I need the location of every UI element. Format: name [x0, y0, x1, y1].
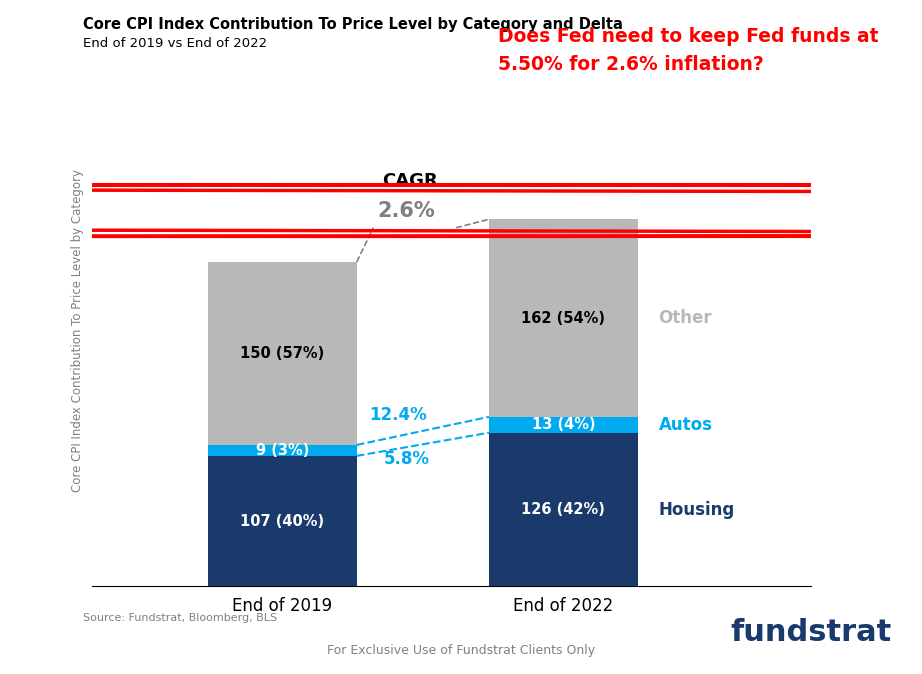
Bar — [208, 262, 357, 445]
Text: 9 (3%): 9 (3%) — [255, 443, 309, 458]
Text: For Exclusive Use of Fundstrat Clients Only: For Exclusive Use of Fundstrat Clients O… — [327, 644, 595, 657]
Text: End of 2019 vs End of 2022: End of 2019 vs End of 2022 — [83, 37, 267, 50]
Text: Housing: Housing — [658, 501, 735, 518]
Bar — [489, 417, 638, 433]
Text: fundstrat: fundstrat — [731, 618, 892, 647]
Text: Autos: Autos — [658, 416, 713, 434]
Text: 12.4%: 12.4% — [369, 406, 427, 423]
Text: Other: Other — [658, 309, 712, 327]
Y-axis label: Core CPI Index Contribution To Price Level by Category: Core CPI Index Contribution To Price Lev… — [71, 168, 84, 492]
Text: Does Fed need to keep Fed funds at: Does Fed need to keep Fed funds at — [498, 27, 879, 46]
Text: 5.8%: 5.8% — [384, 450, 430, 468]
Bar — [489, 433, 638, 586]
Text: 107 (40%): 107 (40%) — [241, 514, 325, 528]
Text: 126 (42%): 126 (42%) — [522, 502, 606, 517]
Text: 2.6%: 2.6% — [377, 201, 435, 221]
Bar — [208, 445, 357, 456]
Text: 5.50% for 2.6% inflation?: 5.50% for 2.6% inflation? — [498, 55, 763, 74]
Text: CAGR: CAGR — [383, 172, 438, 190]
Text: 150 (57%): 150 (57%) — [241, 346, 325, 361]
Bar — [489, 219, 638, 417]
Text: Core CPI Index Contribution To Price Level by Category and Delta: Core CPI Index Contribution To Price Lev… — [83, 17, 623, 32]
Text: Source: Fundstrat, Bloomberg, BLS: Source: Fundstrat, Bloomberg, BLS — [83, 613, 278, 623]
Text: 162 (54%): 162 (54%) — [521, 311, 606, 326]
Bar — [208, 456, 357, 586]
Text: 13 (4%): 13 (4%) — [532, 417, 596, 432]
